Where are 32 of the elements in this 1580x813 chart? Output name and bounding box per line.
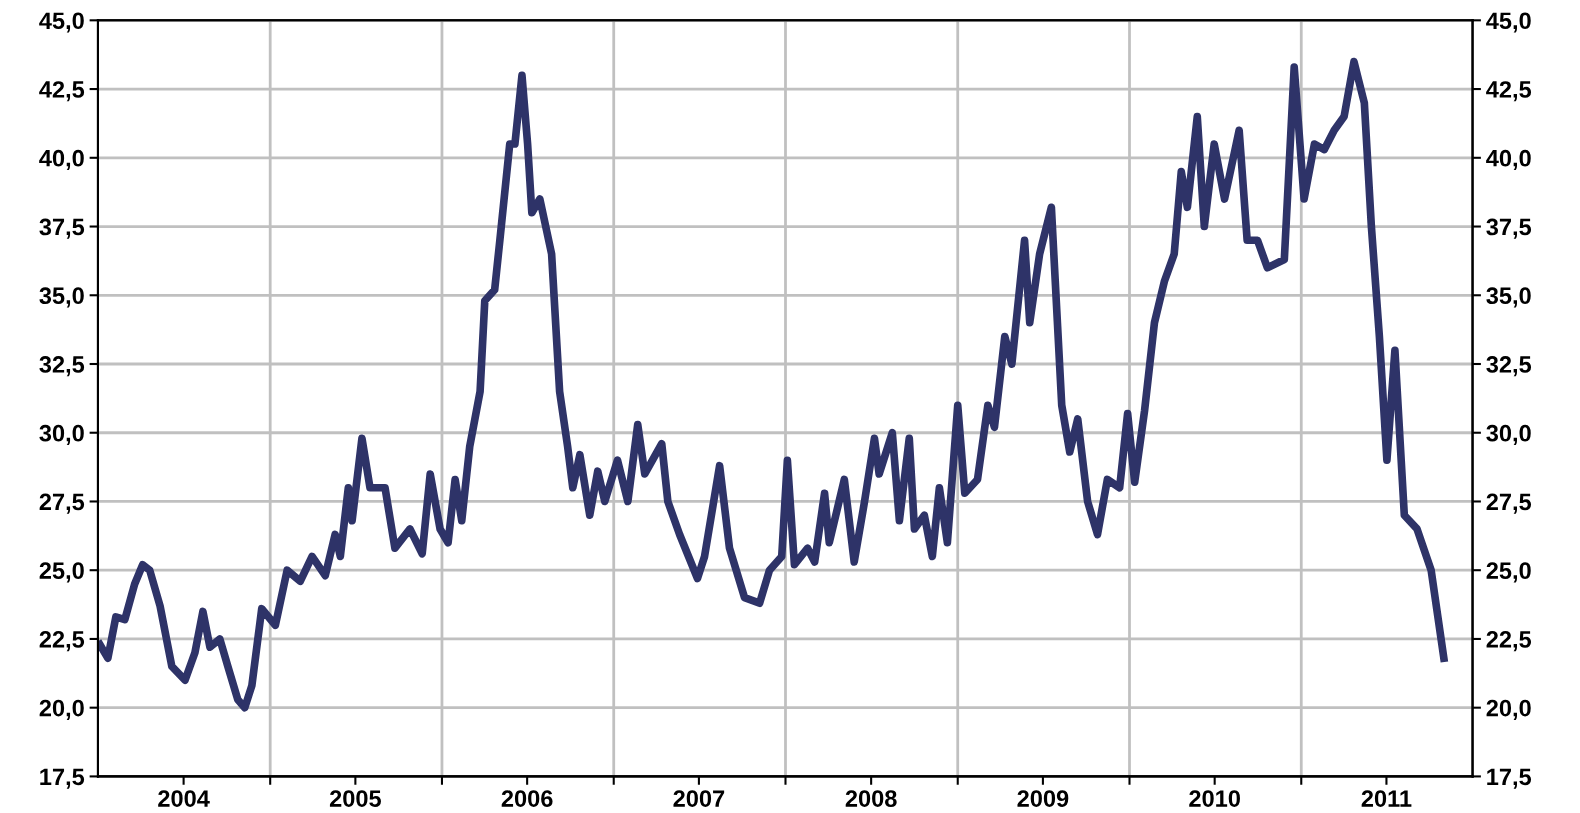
y-tick-label: 37,5 <box>39 218 85 239</box>
y2-tick-label: 25,0 <box>1486 562 1531 583</box>
y-tick-label: 22,5 <box>39 631 85 652</box>
y2-tick-label: 35,0 <box>1486 287 1531 308</box>
y2-tick-label: 27,5 <box>1486 493 1532 514</box>
x-tick-label: 2005 <box>329 790 381 807</box>
x-tick-label: 2009 <box>1017 790 1069 807</box>
y2-tick-label: 40,0 <box>1486 149 1531 171</box>
y-tick-label: 40,0 <box>39 149 84 171</box>
y2-tick-label: 32,5 <box>1486 356 1532 377</box>
x-tick-label: 2004 <box>158 790 210 807</box>
y2-tick-label: 22,5 <box>1486 631 1532 652</box>
x-tick-label: 2010 <box>1189 790 1240 807</box>
x-tick-label: 2007 <box>673 790 725 807</box>
y-tick-label: 45,0 <box>39 12 84 33</box>
y2-tick-label: 42,5 <box>1486 81 1532 102</box>
y2-tick-label: 45,0 <box>1486 12 1531 33</box>
y-tick-label: 27,5 <box>39 493 85 514</box>
x-tick-label: 2006 <box>501 790 553 807</box>
y-tick-label: 35,0 <box>39 287 84 308</box>
y-tick-label: 25,0 <box>39 562 84 583</box>
y-tick-label: 32,5 <box>39 356 85 377</box>
y2-tick-label: 17,5 <box>1487 768 1532 789</box>
y-tick-label: 17,5 <box>40 768 85 789</box>
y2-tick-label: 30,0 <box>1486 424 1531 445</box>
y2-tick-label: 20,0 <box>1486 699 1531 720</box>
x-tick-label: 2008 <box>845 790 897 807</box>
y-tick-label: 30,0 <box>39 424 84 445</box>
y2-tick-label: 37,5 <box>1486 218 1532 239</box>
y-tick-label: 42,5 <box>39 81 85 102</box>
x-tick-label: 2011 <box>1361 790 1412 807</box>
y-tick-label: 20,0 <box>39 699 84 720</box>
